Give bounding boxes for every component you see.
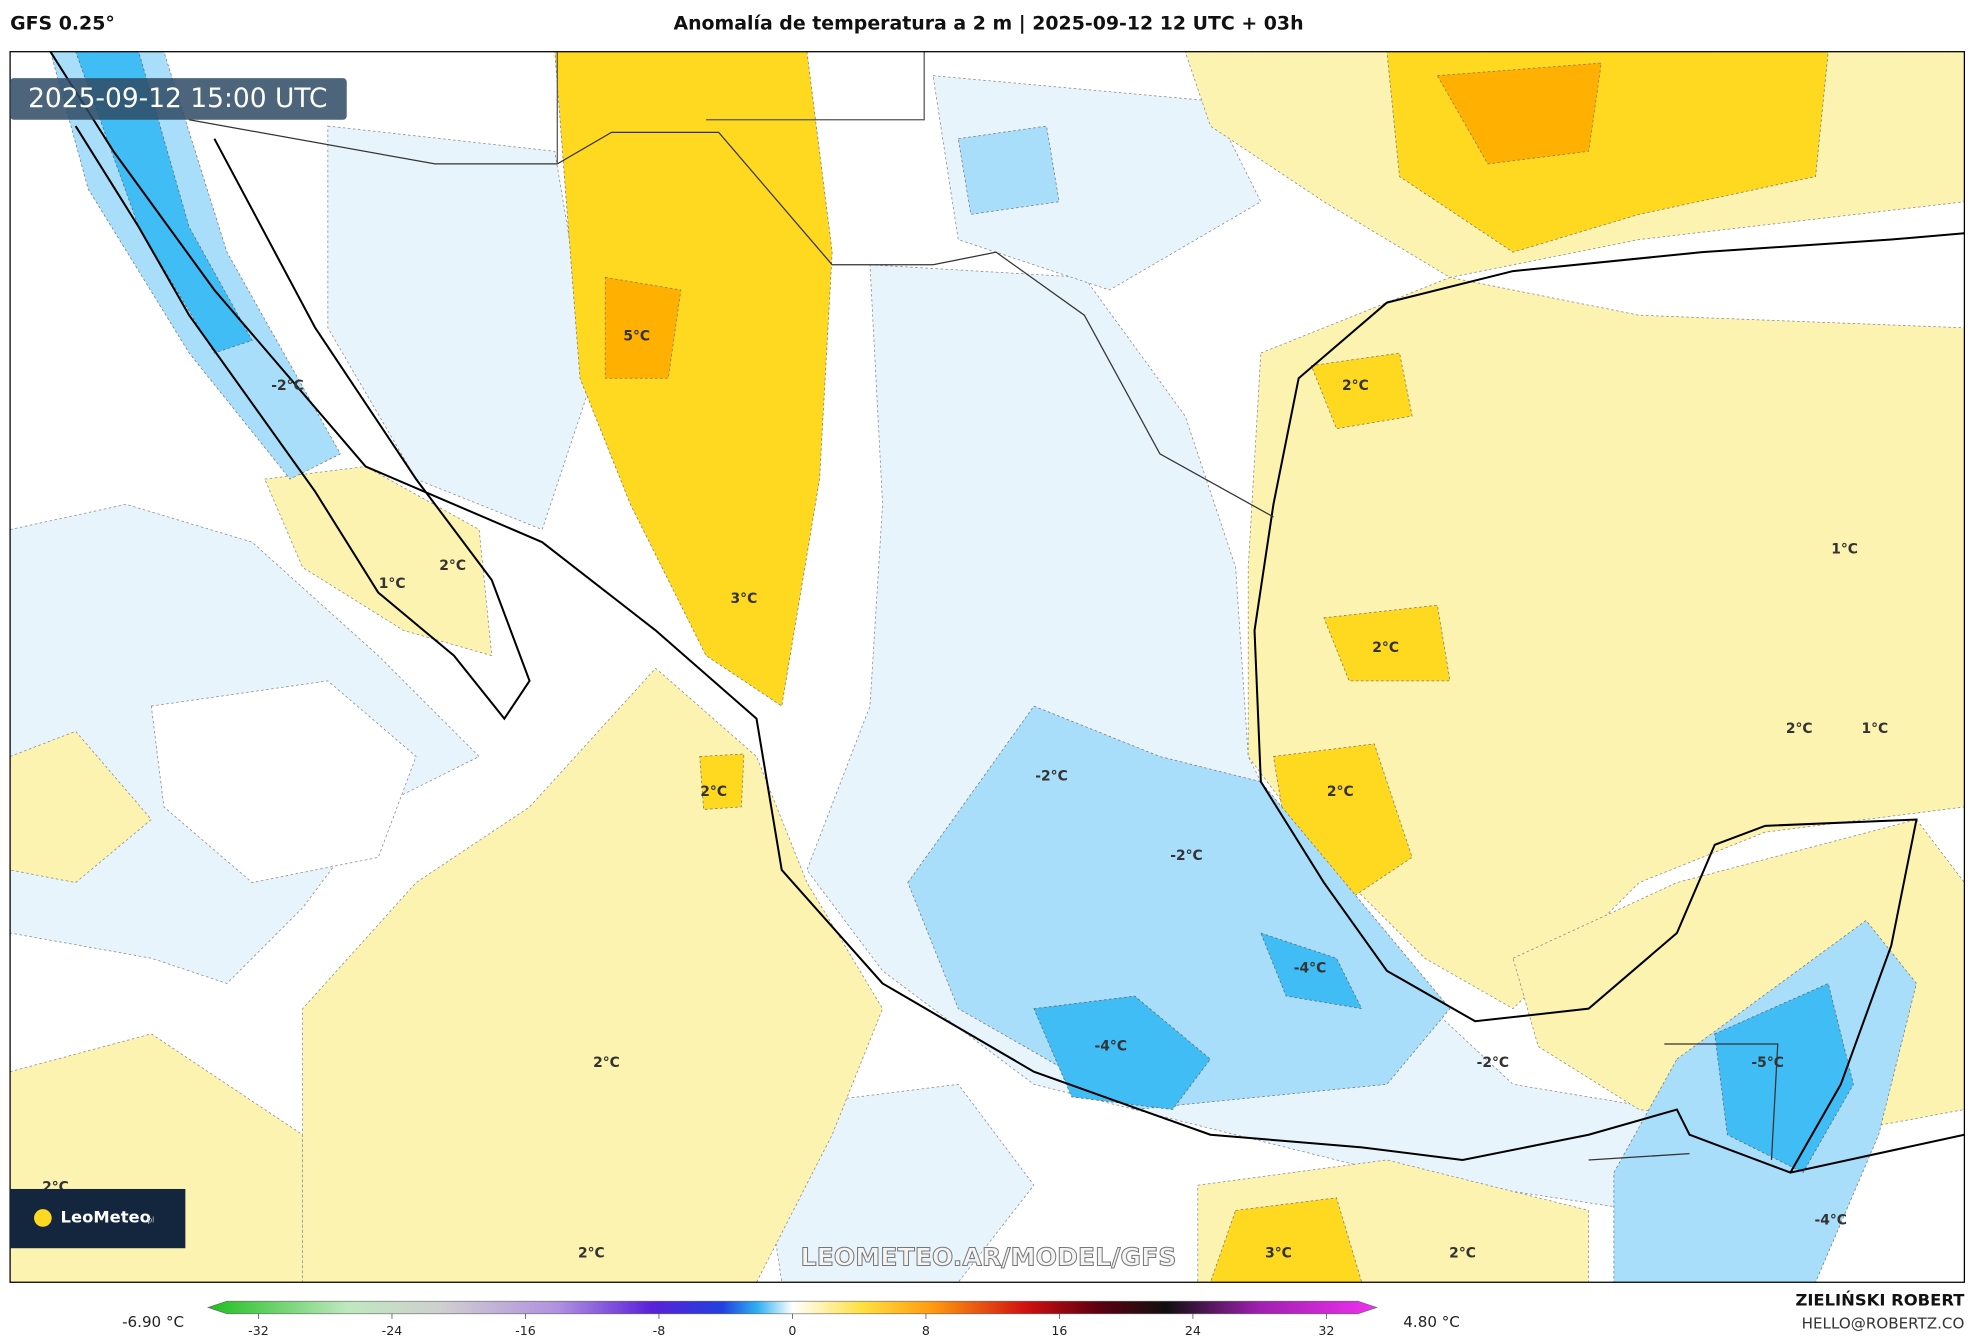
contour-label: -4°C <box>1095 1038 1128 1054</box>
colorbar-tick-label: 24 <box>1185 1323 1201 1338</box>
contour-label: -2°C <box>271 378 304 394</box>
email: HELLO@ROBERTZ.CO <box>1802 1314 1965 1332</box>
author: ZIELIŃSKI ROBERT <box>1795 1291 1965 1310</box>
colorbar-tick-label: 16 <box>1051 1323 1067 1338</box>
contour-label: 2°C <box>1342 378 1369 394</box>
contour-label: -4°C <box>1814 1212 1847 1228</box>
contour-label: 2°C <box>578 1245 605 1261</box>
contour-label: 3°C <box>731 591 758 607</box>
model-name: GFS 0.25° <box>10 12 115 34</box>
contour-label: 2°C <box>1372 640 1399 656</box>
timestamp-box <box>10 78 347 120</box>
colorbar-min: -6.90 °C <box>122 1313 184 1331</box>
contour-label: -2°C <box>1477 1055 1510 1071</box>
colorbar-max: 4.80 °C <box>1403 1313 1460 1331</box>
contour-label: 1°C <box>379 576 406 592</box>
colorbar-tick-label: 32 <box>1318 1323 1334 1338</box>
logo-sun <box>34 1209 52 1227</box>
contour-label: -2°C <box>1035 769 1067 785</box>
logo-text: LeoMeteo <box>61 1207 151 1226</box>
colorbar-tick-label: -8 <box>653 1323 666 1338</box>
watermark: LEOMETEO.AR/MODEL/GFS <box>801 1242 1177 1271</box>
contour-label: -4°C <box>1294 960 1327 976</box>
colorbar-tick-label: 0 <box>788 1323 796 1338</box>
contour-label: 5°C <box>623 329 650 345</box>
borders <box>189 51 1779 1161</box>
contour-labels: 5°C -2°C 2°C 1°C 2°C 3°C 1°C 2°C 2°C 1°C 2°C -2°C 2°… <box>42 329 1888 1262</box>
contour-label: -5°C <box>1751 1055 1784 1071</box>
contour-label: 1°C <box>1831 542 1858 558</box>
colorbar-tick-label: -32 <box>248 1323 269 1338</box>
contour-label: 3°C <box>1265 1245 1292 1261</box>
map: 5°C -2°C 2°C 1°C 2°C 3°C 1°C 2°C 2°C 1°C 2°C -2°C 2°… <box>10 51 1965 1283</box>
strong-blue-areas <box>75 51 1854 1174</box>
colorbar <box>207 1300 1378 1315</box>
contour-label: 2°C <box>593 1055 620 1071</box>
coastlines <box>49 51 1965 1174</box>
orange-areas <box>604 62 1602 379</box>
timestamp: 2025-09-12 15:00 UTC <box>28 83 327 114</box>
colorbar-tick-label: -16 <box>515 1323 536 1338</box>
contour-label: 2°C <box>1786 721 1813 737</box>
map-title: Anomalía de temperatura a 2 m | 2025-09-… <box>673 12 1303 34</box>
logo-suffix: .pl <box>145 1215 154 1224</box>
colorbar-tick-label: 8 <box>922 1323 930 1338</box>
contour-label: 2°C <box>1449 1245 1476 1261</box>
contour-label: 2°C <box>1327 784 1354 800</box>
contour-label: 2°C <box>700 784 727 800</box>
colorbar-ticks: -32 -24 -16 -8 0 8 16 24 32 <box>248 1313 1334 1338</box>
map-frame <box>9 51 1966 1283</box>
contour-label: 2°C <box>439 558 466 574</box>
contour-label: -2°C <box>1170 848 1203 864</box>
contour-label: 1°C <box>1861 721 1888 737</box>
colorbar-tick-label: -24 <box>382 1323 403 1338</box>
